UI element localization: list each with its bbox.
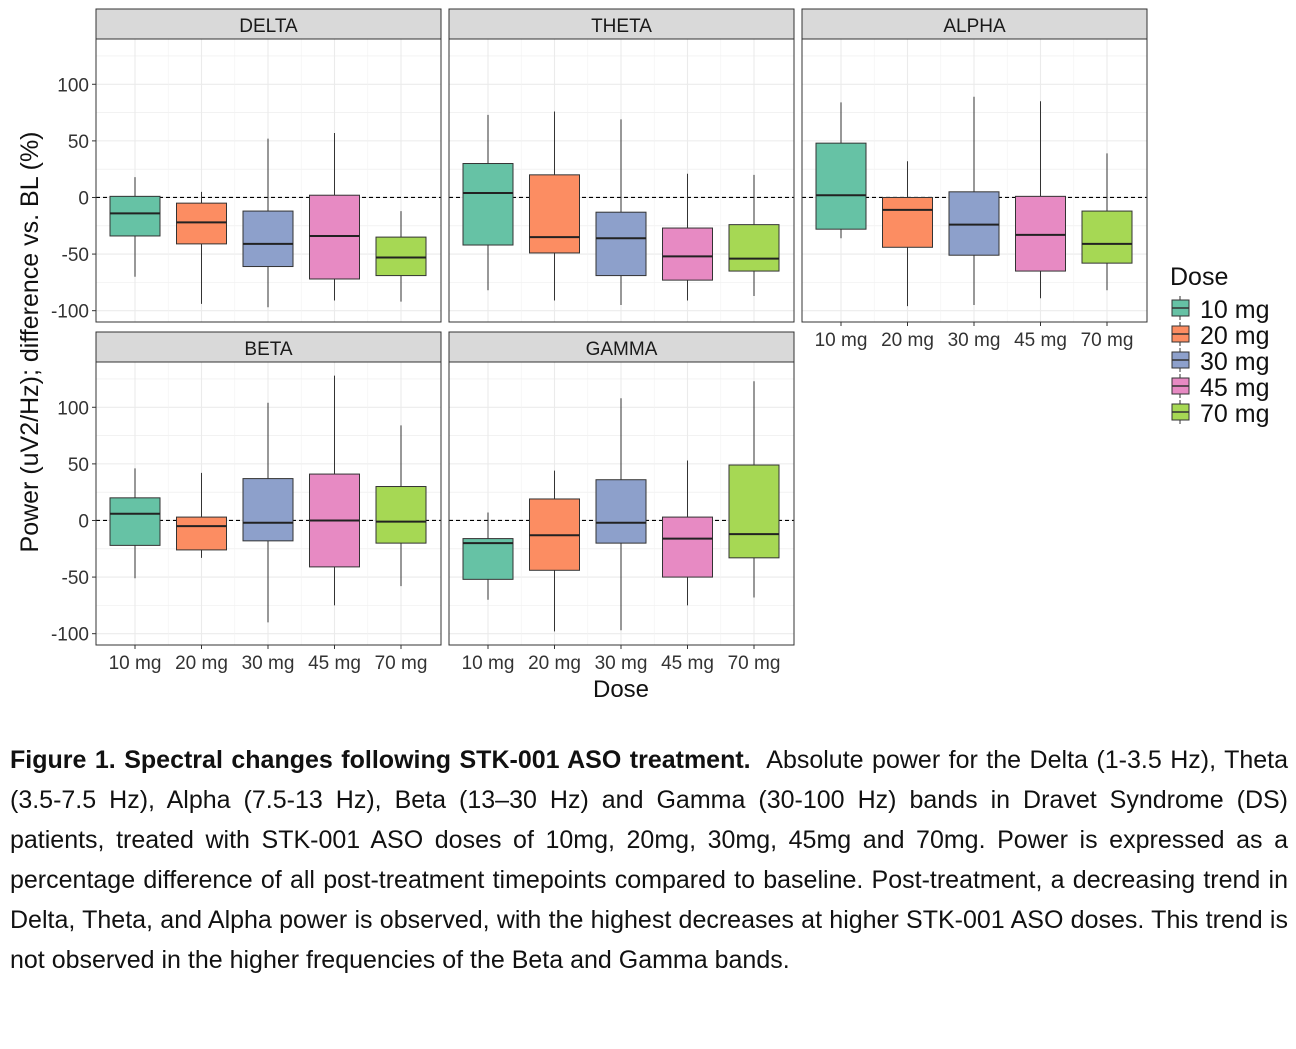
facet-label-delta: DELTA	[239, 16, 298, 37]
facet-strip-theta	[448, 8, 795, 40]
x-tick-label: 70 mg	[375, 653, 428, 674]
box-gamma-70mg	[728, 464, 780, 559]
x-tick-label: 10 mg	[815, 330, 868, 351]
box-beta-70mg	[375, 486, 427, 544]
panel-border-delta	[95, 38, 442, 323]
box-theta-20mg	[529, 174, 580, 254]
box-delta-30mg	[242, 210, 294, 268]
legend-label: 70 mg	[1200, 400, 1269, 428]
legend-label: 30 mg	[1200, 348, 1269, 376]
caption-text: Absolute power for the Delta (1-3.5 Hz),…	[10, 746, 1289, 974]
box-delta-10mg	[109, 195, 161, 237]
x-tick-label: 30 mg	[948, 330, 1001, 351]
box-alpha-20mg	[882, 196, 933, 248]
y-tick-label: 50	[68, 132, 89, 153]
box-beta-30mg	[242, 478, 294, 542]
box-theta-10mg	[462, 163, 514, 246]
box-theta-30mg	[595, 211, 647, 277]
facet-label-beta: BETA	[244, 339, 293, 360]
y-tick-label: 0	[78, 511, 89, 532]
box-gamma-10mg	[462, 538, 514, 580]
x-tick-label: 45 mg	[661, 653, 714, 674]
x-tick-label: 30 mg	[242, 653, 295, 674]
box-beta-10mg	[109, 497, 161, 546]
panel-border-theta	[448, 38, 795, 323]
box-delta-45mg	[309, 194, 360, 280]
facet-strip-beta	[95, 331, 442, 363]
facet-strip-delta	[95, 8, 442, 40]
x-tick-label: 45 mg	[1014, 330, 1067, 351]
facet-label-gamma: GAMMA	[586, 339, 658, 360]
box-alpha-30mg	[948, 191, 1000, 256]
box-gamma-45mg	[662, 516, 713, 578]
x-tick-label: 20 mg	[175, 653, 228, 674]
box-delta-20mg	[176, 202, 227, 245]
y-tick-label: -50	[62, 568, 89, 589]
box-alpha-70mg	[1081, 210, 1133, 264]
y-tick-label: 100	[57, 398, 89, 419]
legend-label: 10 mg	[1200, 296, 1269, 324]
box-theta-45mg	[662, 227, 713, 281]
x-tick-label: 10 mg	[462, 653, 515, 674]
x-tick-label: 20 mg	[881, 330, 934, 351]
facet-label-theta: THETA	[591, 16, 652, 37]
x-tick-label: 45 mg	[308, 653, 361, 674]
y-tick-label: -100	[51, 302, 89, 323]
x-axis-title: Dose	[593, 676, 649, 703]
y-tick-label: 50	[68, 455, 89, 476]
box-theta-70mg	[728, 224, 780, 272]
facet-label-alpha: ALPHA	[943, 16, 1006, 37]
facet-strip-gamma	[448, 331, 795, 363]
x-tick-label: 70 mg	[728, 653, 781, 674]
x-tick-label: 70 mg	[1081, 330, 1134, 351]
y-axis-title: Power (uV2/Hz); difference vs. BL (%)	[16, 132, 44, 553]
legend-label: 20 mg	[1200, 322, 1269, 350]
box-alpha-10mg	[815, 142, 867, 230]
box-beta-20mg	[176, 516, 227, 551]
y-tick-label: 0	[78, 188, 89, 209]
box-gamma-30mg	[595, 479, 647, 544]
caption-title: Figure 1. Spectral changes following STK…	[10, 746, 751, 774]
y-tick-label: -50	[62, 245, 89, 266]
box-delta-70mg	[375, 236, 427, 277]
x-tick-label: 10 mg	[109, 653, 162, 674]
figure-caption: Figure 1. Spectral changes following STK…	[10, 740, 1288, 980]
legend-title: Dose	[1170, 263, 1228, 291]
x-tick-label: 30 mg	[595, 653, 648, 674]
box-alpha-45mg	[1015, 195, 1066, 272]
y-tick-label: 100	[57, 75, 89, 96]
legend-label: 45 mg	[1200, 374, 1269, 402]
y-tick-label: -100	[51, 625, 89, 646]
facet-strip-alpha	[801, 8, 1148, 40]
x-tick-label: 20 mg	[528, 653, 581, 674]
